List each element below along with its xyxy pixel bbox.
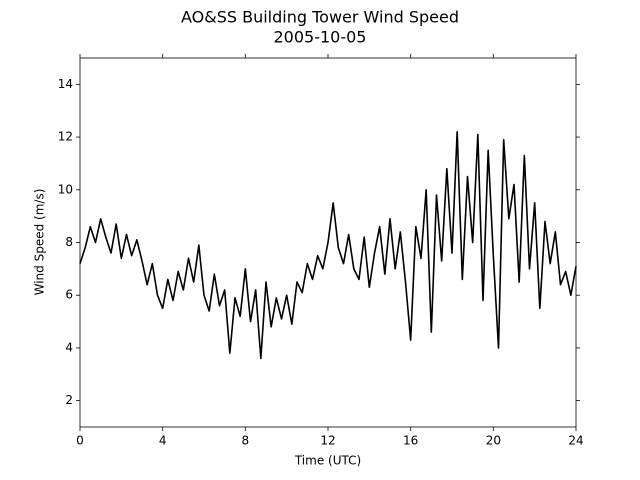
y-tick-label: 2 [65, 393, 73, 407]
y-tick-label: 14 [58, 77, 73, 91]
y-tick-label: 8 [65, 235, 73, 249]
plot-frame [79, 57, 577, 428]
x-tick-label: 0 [76, 434, 84, 448]
x-tick-label: 24 [568, 434, 583, 448]
x-tick-label: 8 [242, 434, 250, 448]
y-tick-label: 4 [65, 340, 73, 354]
x-tick-label: 12 [320, 434, 335, 448]
chart-title: AO&SS Building Tower Wind Speed [181, 8, 459, 27]
x-tick-label: 16 [403, 434, 418, 448]
y-tick-label: 10 [58, 182, 73, 196]
y-tick-label: 12 [58, 130, 73, 144]
x-axis-label: Time (UTC) [294, 454, 361, 468]
x-tick-label: 20 [486, 434, 501, 448]
chart-subtitle: 2005-10-05 [274, 28, 367, 47]
data-line [79, 131, 577, 360]
x-tick-label: 4 [159, 434, 167, 448]
y-tick-label: 6 [65, 288, 73, 302]
y-axis-label: Wind Speed (m/s) [33, 189, 47, 296]
